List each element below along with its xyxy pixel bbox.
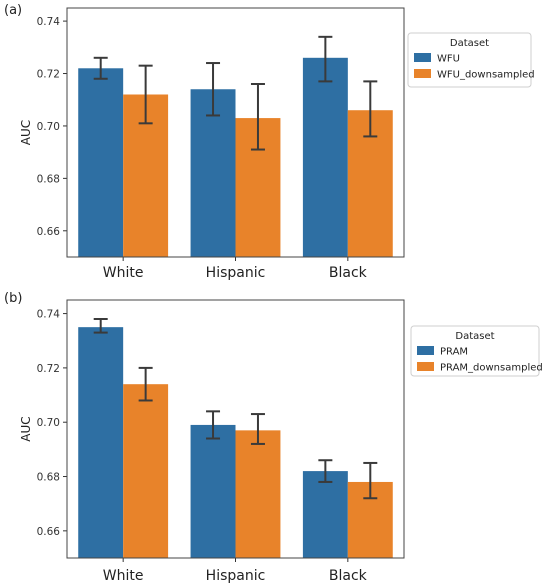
legend-swatch: [417, 346, 434, 355]
bar: [190, 424, 236, 558]
y-tick-label: 0.74: [37, 16, 61, 28]
y-tick-label: 0.70: [37, 417, 60, 429]
legend-label: WFU_downsampled: [437, 70, 535, 81]
legend-title: Dataset: [450, 38, 489, 49]
y-tick-label: 0.66: [37, 526, 61, 538]
plot-frame: [66, 299, 405, 559]
y-tick-label: 0.68: [37, 472, 60, 484]
legend: Dataset WFU WFU_downsampled: [407, 32, 535, 88]
legend-title: Dataset: [455, 331, 494, 342]
x-tick-label: White: [103, 568, 144, 584]
legend-swatch: [414, 69, 431, 78]
chart-panel-2: (b) 0.66 0.68 0.70 0.72 0.74 AUC White Hispanic B…: [4, 291, 543, 584]
bar: [78, 327, 124, 558]
x-tick-label: Black: [329, 265, 368, 281]
y-tick-label: 0.74: [37, 309, 61, 321]
y-tick-label: 0.72: [37, 69, 60, 81]
y-axis-label: AUC: [19, 416, 33, 441]
y-tick-label: 0.72: [37, 363, 60, 375]
bar: [302, 471, 348, 558]
panel-label: (b): [4, 291, 22, 306]
bar: [123, 384, 169, 558]
y-axis-label: AUC: [19, 120, 33, 145]
bar: [235, 430, 281, 558]
plot-frame: [66, 7, 405, 258]
x-tick-label: Black: [329, 568, 368, 584]
x-tick-label: Hispanic: [206, 265, 266, 281]
bar: [302, 57, 348, 257]
panel-label: (a): [4, 3, 22, 18]
legend-label: PRAM: [440, 347, 468, 358]
legend-label: PRAM_downsampled: [440, 363, 543, 374]
bar: [190, 89, 236, 258]
chart-panel-1: (a) 0.66 0.68 0.70 0.72 0.74 AUC White Hispanic B…: [4, 3, 535, 281]
legend-swatch: [414, 53, 431, 62]
legend-box: [410, 325, 540, 377]
bar: [78, 68, 124, 257]
y-tick-label: 0.68: [37, 173, 60, 185]
legend-swatch: [417, 362, 434, 371]
legend-box: [407, 32, 532, 88]
legend-label: WFU: [437, 54, 460, 65]
legend: Dataset PRAM PRAM_downsampled: [410, 325, 543, 377]
x-tick-label: Hispanic: [206, 568, 266, 584]
x-tick-label: White: [103, 265, 144, 281]
y-tick-label: 0.70: [37, 121, 60, 133]
y-tick-label: 0.66: [37, 226, 61, 238]
